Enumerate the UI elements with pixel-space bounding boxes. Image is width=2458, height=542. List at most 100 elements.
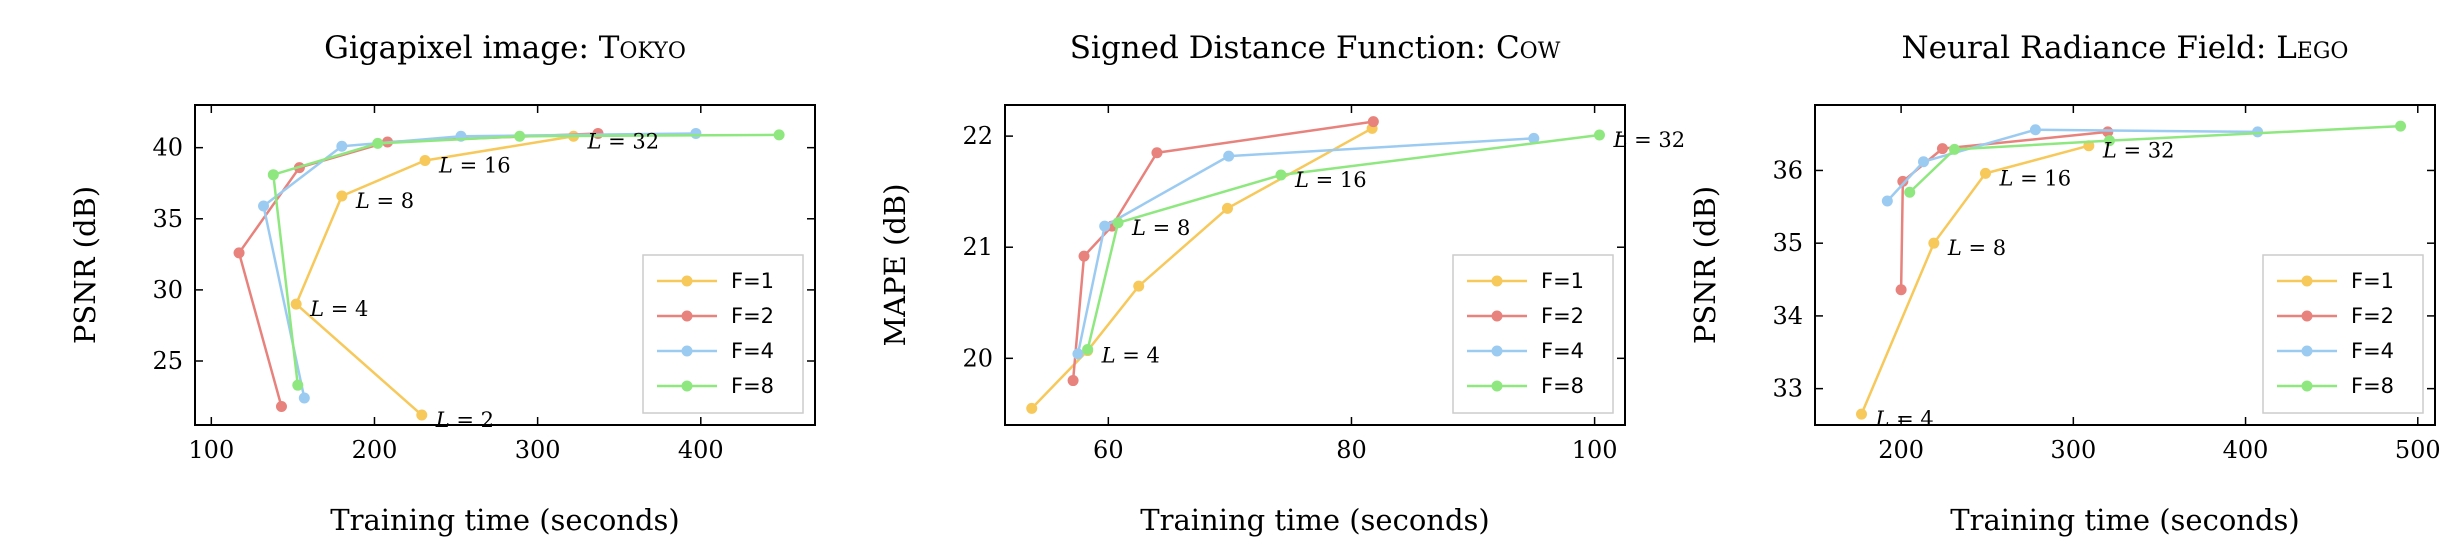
data-point	[1112, 217, 1124, 229]
y-tick-label: 36	[1772, 156, 1803, 184]
level-annotation: L = 4	[1101, 344, 1160, 368]
legend: F=1 F=2 F=4 F=8	[1452, 254, 1614, 414]
level-annotation: L = 8	[355, 189, 414, 213]
legend-swatch-marker	[681, 345, 693, 357]
data-point	[372, 137, 384, 149]
level-annotation: L = 8	[1131, 216, 1190, 240]
y-tick-label: 30	[152, 276, 183, 304]
data-point	[1528, 132, 1540, 144]
data-point	[2395, 120, 2407, 132]
data-point	[1593, 129, 1605, 141]
legend-entry: F=4	[1541, 339, 1584, 363]
data-point	[1897, 175, 1909, 187]
x-tick-label: 60	[1093, 436, 1124, 464]
y-tick-label: 21	[962, 233, 993, 261]
data-point	[1072, 348, 1084, 360]
data-point	[2029, 124, 2041, 136]
series-line-f4	[1886, 128, 2258, 202]
data-point	[1078, 250, 1090, 262]
y-tick-label: 35	[152, 205, 183, 233]
legend-entry: F=2	[1541, 304, 1584, 328]
data-point	[2102, 126, 2114, 138]
legend-entry: F=8	[2351, 374, 2394, 398]
data-point	[336, 190, 348, 202]
level-annotation: L = 16	[438, 153, 511, 177]
x-tick-label: 400	[2223, 436, 2269, 464]
x-axis-label: Training time (seconds)	[1950, 503, 2300, 537]
legend-entry: F=2	[2351, 304, 2394, 328]
level-annotation: L = 8	[1947, 236, 2006, 260]
data-point	[1928, 237, 1940, 249]
chart-title: Signed Distance Function: Cow	[1070, 30, 1561, 66]
series-line-f8	[1086, 133, 1600, 350]
chart-title: Neural Radiance Field: Lego	[1902, 30, 2349, 66]
data-point	[1904, 186, 1916, 198]
data-point	[1026, 402, 1038, 414]
data-point	[298, 392, 310, 404]
chart-1: Gigapixel image: Tokyo Training time (sec…	[68, 30, 816, 537]
level-annotation: L = 32	[587, 129, 660, 153]
y-tick-label: 34	[1772, 302, 1803, 330]
chart-2: Signed Distance Function: Cow Training ti…	[878, 30, 1685, 537]
legend-swatch-marker	[1491, 380, 1503, 392]
level-annotation: L = 32	[2102, 139, 2175, 163]
chart-3: Neural Radiance Field: Lego Training time…	[1688, 30, 2441, 537]
legend: F=1 F=2 F=4 F=8	[642, 254, 804, 414]
legend-box	[2262, 254, 2424, 414]
y-tick-label: 20	[962, 344, 993, 372]
y-tick-label: 40	[152, 134, 183, 162]
data-point	[258, 200, 270, 212]
level-annotation: L = 16	[1294, 168, 1367, 192]
y-tick-label: 22	[962, 122, 993, 150]
data-point	[1067, 375, 1079, 387]
data-point	[416, 409, 428, 421]
series-line-f2	[237, 132, 599, 407]
data-point	[2104, 135, 2115, 147]
data-point	[2252, 126, 2264, 138]
legend-entry: F=4	[2351, 339, 2394, 363]
x-tick-label: 100	[188, 436, 234, 464]
y-tick-label: 35	[1772, 229, 1803, 257]
data-point	[1223, 150, 1235, 162]
legend-entry: F=4	[731, 339, 774, 363]
data-point	[514, 130, 526, 142]
x-axis-label: Training time (seconds)	[1140, 503, 1490, 537]
plot-frame	[1814, 104, 2436, 426]
level-annotation: L = 2	[435, 408, 494, 432]
legend-swatch-marker	[2301, 380, 2313, 392]
series-line-f8	[1908, 124, 2401, 194]
data-point	[1881, 195, 1893, 207]
data-point	[1949, 143, 1960, 155]
data-point	[1082, 343, 1094, 355]
y-axis-label: PSNR (dB)	[1688, 186, 1722, 344]
data-point	[233, 247, 245, 259]
x-tick-label: 80	[1336, 436, 1367, 464]
legend-entry: F=1	[731, 269, 774, 293]
legend-entry: F=1	[1541, 269, 1584, 293]
y-tick-label: 25	[152, 347, 183, 375]
data-point	[267, 169, 279, 181]
data-point	[1133, 280, 1145, 292]
legend-swatch-marker	[681, 275, 693, 287]
data-point	[419, 154, 431, 166]
y-tick-label: 33	[1772, 375, 1803, 403]
series-line-f2	[1899, 130, 2108, 290]
series-line-f1	[1860, 144, 2090, 415]
level-annotation: L = 32	[1612, 128, 1685, 152]
level-annotation: L = 4	[309, 297, 368, 321]
legend-entry: F=8	[731, 374, 774, 398]
y-axis-label: MAPE (dB)	[878, 183, 912, 346]
legend-swatch-marker	[2301, 345, 2313, 357]
data-point	[1895, 284, 1907, 296]
data-point	[690, 127, 702, 139]
plot-frame	[1004, 104, 1626, 426]
data-point	[1151, 147, 1163, 159]
series-line-f4	[1076, 137, 1534, 355]
legend-swatch-marker	[2301, 310, 2313, 322]
legend-swatch-marker	[1491, 275, 1503, 287]
plot-frame	[194, 104, 816, 426]
legend-entry: F=8	[1541, 374, 1584, 398]
data-point	[1856, 408, 1867, 420]
legend-swatch-marker	[681, 310, 693, 322]
